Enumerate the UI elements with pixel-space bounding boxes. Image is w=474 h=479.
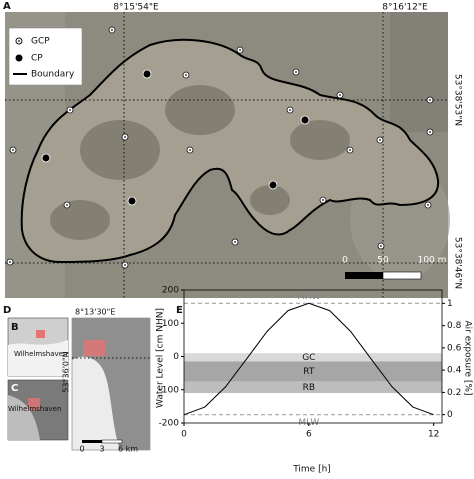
land bbox=[8, 395, 40, 440]
inset-label: B bbox=[11, 322, 19, 333]
panel-label: E bbox=[176, 305, 183, 316]
lon-label: 8°13'30"E bbox=[75, 308, 115, 317]
gcp-centers bbox=[9, 29, 431, 266]
scale-label: 3 bbox=[99, 445, 104, 454]
panel-label: D bbox=[3, 305, 11, 316]
vegetation bbox=[50, 85, 350, 240]
region-box bbox=[36, 330, 45, 338]
city-label: Wilhelmshaven bbox=[8, 405, 61, 413]
y2-tick-label: 1 bbox=[447, 299, 453, 309]
scale-label: 100 m bbox=[418, 256, 447, 266]
x-tick-label: 0 bbox=[181, 430, 187, 440]
y2-tick-label: 0 bbox=[447, 410, 453, 420]
cp-markers bbox=[41, 69, 310, 206]
x-tick-label: 12 bbox=[428, 430, 439, 440]
y2-tick-label: 0.8 bbox=[447, 321, 462, 331]
scale-label: 6 km bbox=[118, 445, 138, 454]
scale-label: 50 bbox=[377, 256, 389, 266]
graticule bbox=[5, 12, 448, 298]
lat-label: 53°38'53"N bbox=[453, 74, 463, 126]
lon-label: 8°15'54"E bbox=[113, 3, 159, 13]
zone-label: RB bbox=[303, 383, 315, 393]
y-tick-label: 100 bbox=[162, 319, 179, 329]
zone-label: RT bbox=[303, 367, 315, 377]
y-tick-label: 200 bbox=[162, 286, 179, 296]
x-tick-label: 6 bbox=[306, 430, 312, 440]
scalebar: 0 50 100 m bbox=[342, 256, 446, 280]
zone bbox=[184, 361, 442, 382]
scalebar: 0 3 6 km bbox=[79, 439, 138, 454]
zone bbox=[184, 381, 442, 394]
gcp-markers bbox=[6, 26, 434, 269]
y-tick-label: -100 bbox=[159, 385, 180, 395]
y2-tick-label: 0.6 bbox=[447, 343, 462, 353]
scale-label: 0 bbox=[342, 256, 348, 266]
legend-entry: GCP bbox=[31, 37, 50, 47]
study-area bbox=[83, 340, 105, 356]
y2-axis-label: Air exposure [%] bbox=[463, 320, 473, 395]
y-tick-label: -200 bbox=[159, 419, 180, 429]
lat-label: 53°36'0"N bbox=[62, 351, 71, 392]
y2-tick-label: 0.2 bbox=[447, 388, 461, 398]
y-axis-label: Water Level [cm NHN] bbox=[156, 308, 166, 408]
boundary bbox=[20, 38, 440, 264]
legend-entry: CP bbox=[31, 54, 43, 64]
inset-label: C bbox=[11, 383, 18, 394]
legend: GCP CP Boundary bbox=[8, 27, 83, 86]
x-axis-label: Time [h] bbox=[292, 465, 331, 475]
sea bbox=[8, 340, 68, 376]
y2-tick-label: 0.4 bbox=[447, 366, 462, 376]
lat-label: 53°38'46"N bbox=[453, 237, 463, 289]
region-box bbox=[28, 398, 40, 410]
panel-label: A bbox=[3, 1, 11, 12]
zone bbox=[184, 353, 442, 362]
reference-label: MHW bbox=[297, 292, 321, 302]
chart: GCRTRBMHWMLW-200-100010020000.20.40.60.8… bbox=[159, 286, 462, 440]
city-label: Wilhelmshaven bbox=[14, 350, 67, 358]
legend-entry: Boundary bbox=[31, 70, 75, 80]
y-tick-label: 0 bbox=[173, 352, 179, 362]
tide-curve bbox=[183, 302, 434, 416]
lon-label: 8°16'12"E bbox=[382, 3, 428, 13]
zone-label: GC bbox=[302, 353, 315, 363]
scale-label: 0 bbox=[79, 445, 84, 454]
